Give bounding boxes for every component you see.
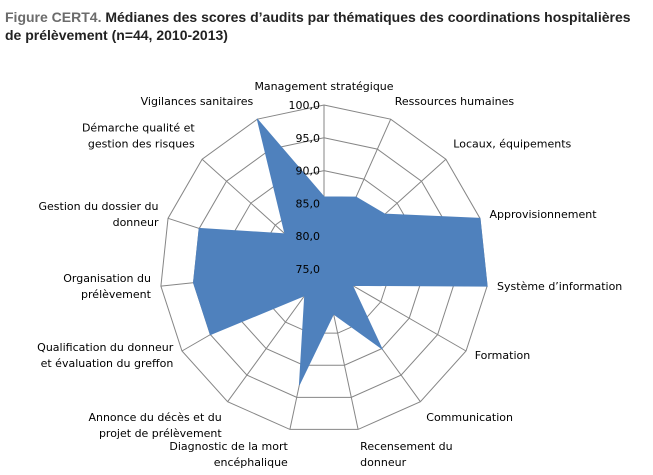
data-point — [193, 282, 195, 284]
radial-ticks: 75,0 80,0 85,0 90,0 95,0 100,0 — [289, 99, 321, 276]
data-point — [384, 213, 386, 215]
tick-label: 85,0 — [296, 197, 321, 210]
radar-series — [193, 118, 488, 385]
category-label: Démarche qualité et gestion des risques — [82, 122, 195, 151]
category-label: Management stratégique — [254, 80, 393, 93]
category-label: Diagnostic de la mort encéphalique — [169, 440, 288, 469]
category-label: Gestion du dossier du donneur — [39, 200, 159, 229]
figure-title: Figure CERT4. Médianes des scores d’audi… — [5, 8, 645, 44]
tick-label: 75,0 — [296, 263, 321, 276]
data-point — [304, 295, 306, 297]
data-point — [284, 233, 286, 235]
category-label: Qualification du donneur et évaluation du… — [37, 341, 174, 370]
data-point — [486, 285, 488, 287]
category-label: Vigilances sanitaires — [141, 95, 254, 108]
data-point — [198, 227, 200, 229]
data-point — [381, 348, 383, 350]
tick-label: 100,0 — [289, 99, 321, 112]
data-point — [479, 217, 481, 219]
category-label: Communication — [426, 411, 513, 424]
grid-ring — [193, 137, 455, 398]
category-label: Ressources humaines — [395, 95, 515, 108]
category-label: Annonce du décès et du projet de prélèvem… — [88, 411, 222, 440]
data-area — [193, 118, 488, 385]
data-point — [355, 196, 357, 198]
category-label: Système d’information — [497, 280, 622, 293]
data-point — [323, 196, 325, 198]
figure-title-text: Médianes des scores d’audits par thémati… — [5, 9, 631, 43]
data-point — [333, 313, 335, 315]
data-point — [298, 383, 300, 385]
category-label: Recensement du donneur — [360, 440, 452, 469]
category-label: Locaux, équipements — [453, 138, 571, 151]
category-label: Formation — [475, 349, 531, 362]
tick-label: 95,0 — [296, 132, 321, 145]
figure-label: Figure CERT4. — [5, 9, 102, 25]
tick-label: 90,0 — [296, 165, 321, 178]
data-point — [209, 334, 211, 336]
tick-label: 80,0 — [296, 230, 321, 243]
category-label: Organisation du prélèvement — [63, 272, 151, 301]
grid-ring — [160, 104, 488, 430]
data-point — [256, 118, 258, 120]
category-label: Approvisionnement — [489, 208, 597, 221]
data-point — [351, 284, 353, 286]
